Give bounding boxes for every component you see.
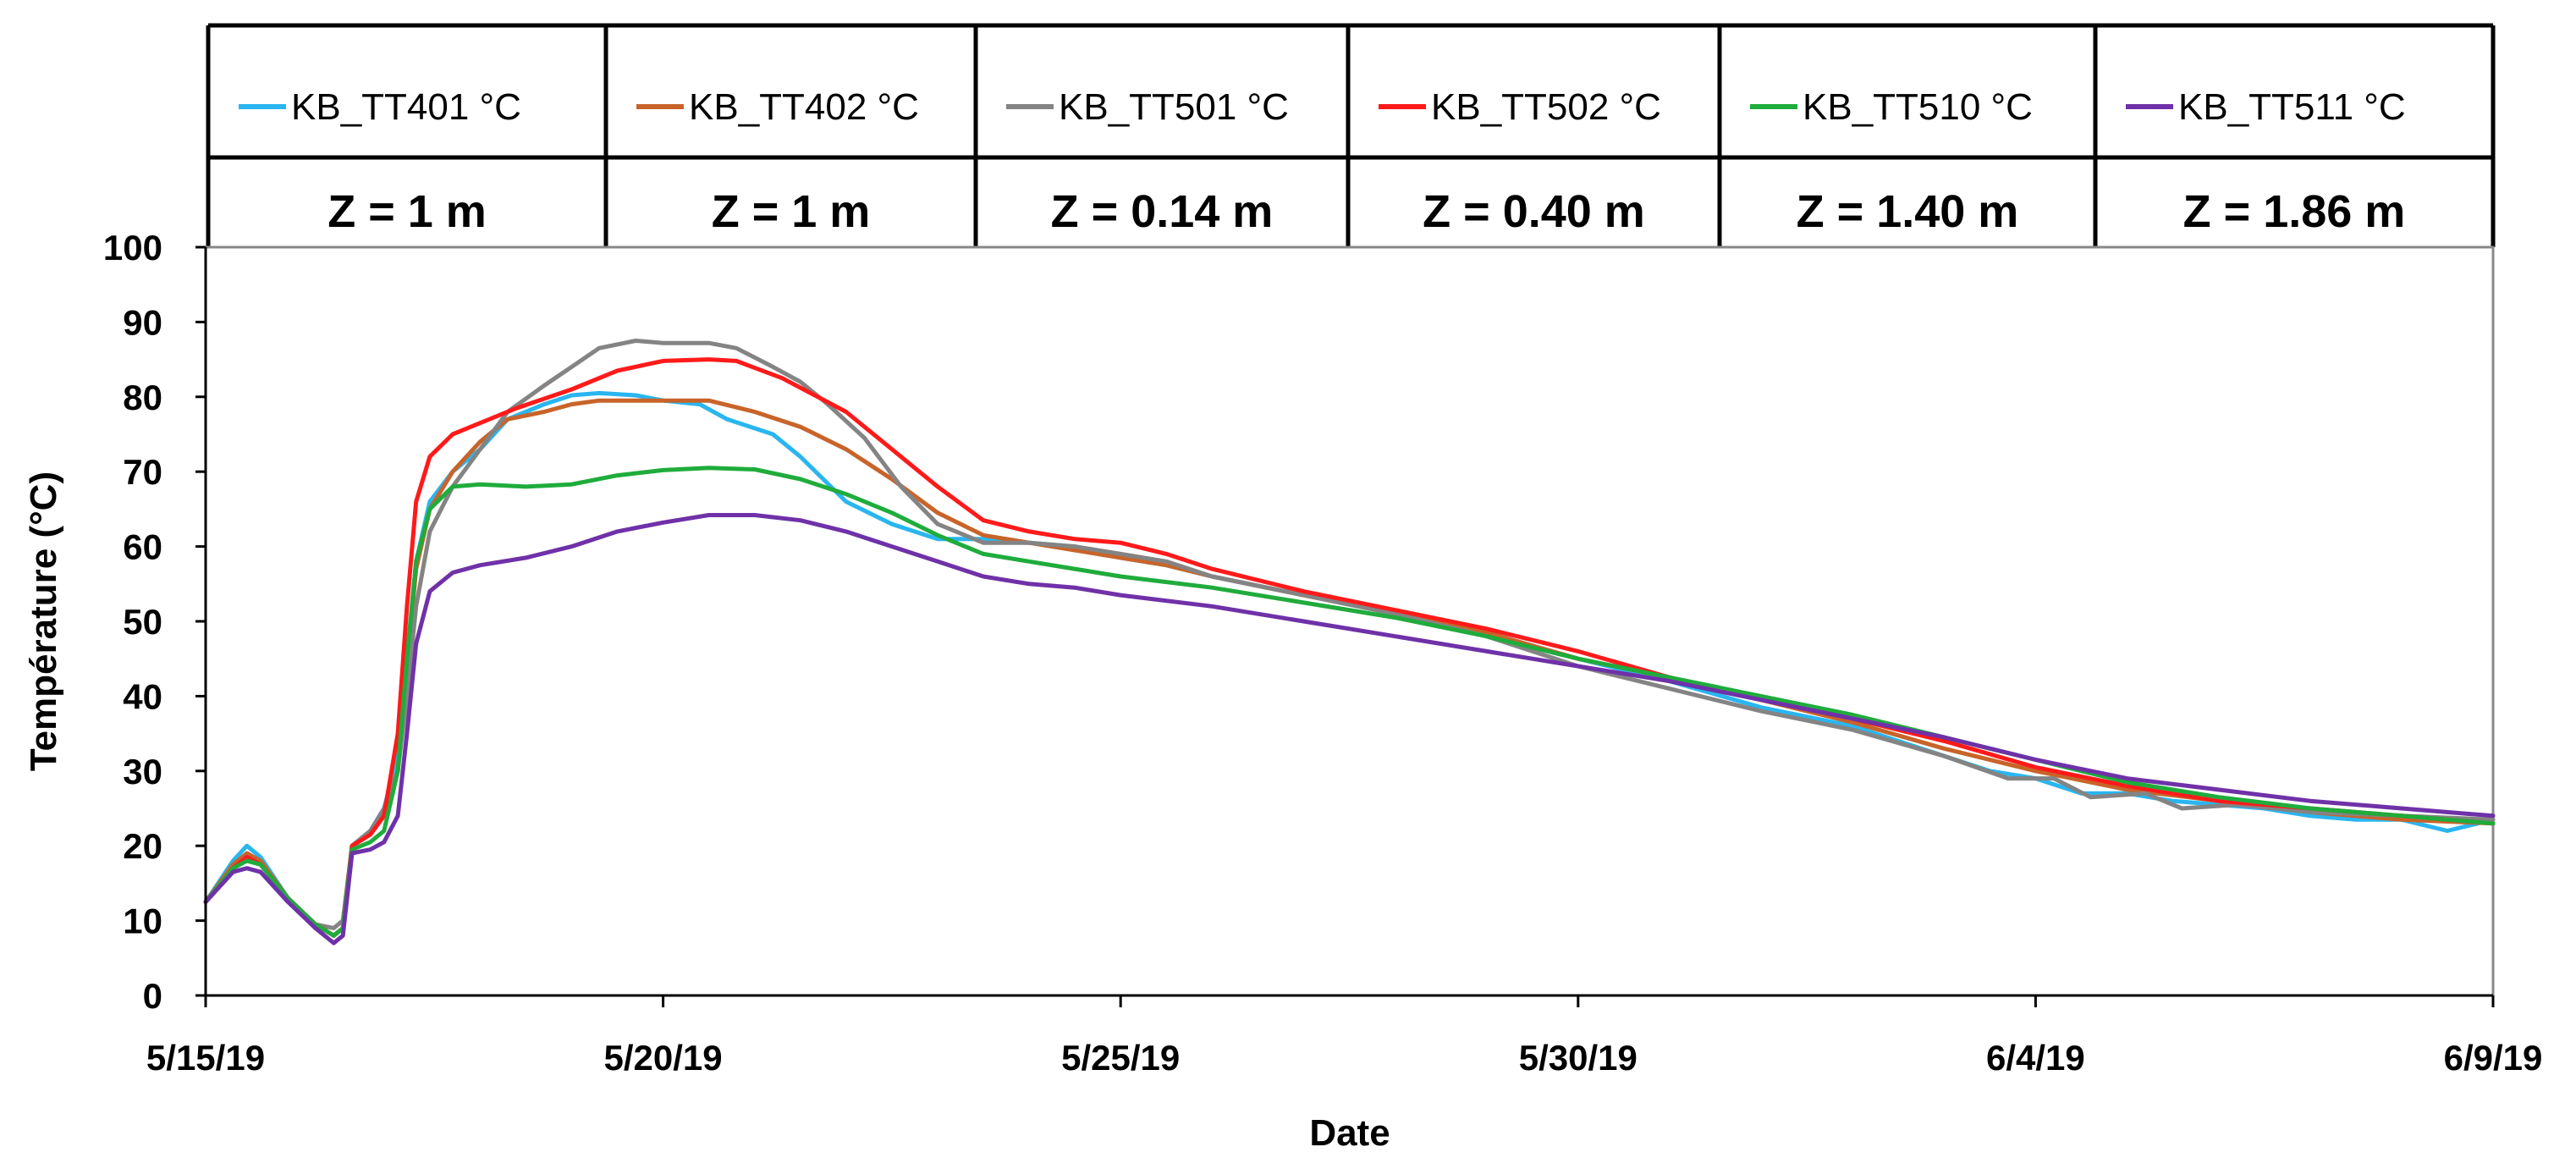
depth-label-1: Z = 1 m (328, 186, 487, 237)
x-tick-label-5-15-19: 5/15/19 (146, 1038, 265, 1078)
legend-table: KB_TT401 °C Z = 1 m KB_TT402 °C Z = 1 m KB_T… (206, 23, 2496, 247)
legend-label-3: KB_TT501 °C (1059, 86, 1289, 128)
legend-label-1: KB_TT401 °C (291, 86, 521, 128)
depth-label-2: Z = 1 m (712, 186, 871, 237)
plot-area-frame (204, 245, 2495, 997)
y-tick-label-90: 90 (123, 302, 162, 342)
x-tick-label-5-30-19: 5/30/19 (1519, 1038, 1638, 1078)
legend-label-2: KB_TT402 °C (689, 86, 919, 128)
x-tick-label-6-4-19: 6/4/19 (1986, 1038, 2085, 1078)
y-tick-label-10: 10 (123, 902, 162, 941)
legend-label-4: KB_TT502 °C (1431, 86, 1661, 128)
y-tick-label-100: 100 (103, 228, 162, 267)
x-tick-label-6-9-19: 6/9/19 (2444, 1038, 2543, 1078)
x-tick-label-5-20-19: 5/20/19 (604, 1038, 723, 1078)
y-tick-label-80: 80 (123, 378, 162, 417)
series-line-6 (203, 513, 2496, 946)
x-tick-label-5-25-19: 5/25/19 (1061, 1038, 1180, 1078)
depth-label-4: Z = 0.40 m (1423, 186, 1645, 237)
y-tick-label-20: 20 (123, 826, 162, 866)
depth-label-3: Z = 0.14 m (1051, 186, 1274, 237)
x-axis-title: Date (1309, 1112, 1390, 1154)
y-tick-label-50: 50 (123, 602, 162, 642)
y-tick-label-0: 0 (143, 976, 162, 1016)
y-tick-label-30: 30 (123, 752, 162, 791)
depth-label-6: Z = 1.86 m (2183, 186, 2406, 237)
y-tick-label-40: 40 (123, 676, 162, 716)
y-axis-title: Température (°C) (23, 471, 64, 771)
axes: 0 10 20 30 40 50 60 70 80 90 100 5/15/19 5/20/19 5/25… (103, 228, 2542, 1078)
depth-label-5: Z = 1.40 m (1797, 186, 2019, 237)
legend-label-6: KB_TT511 °C (2178, 86, 2406, 128)
y-tick-label-60: 60 (123, 527, 162, 567)
y-tick-label-70: 70 (123, 452, 162, 492)
legend-label-5: KB_TT510 °C (1803, 86, 2033, 128)
series-lines (203, 339, 2496, 946)
